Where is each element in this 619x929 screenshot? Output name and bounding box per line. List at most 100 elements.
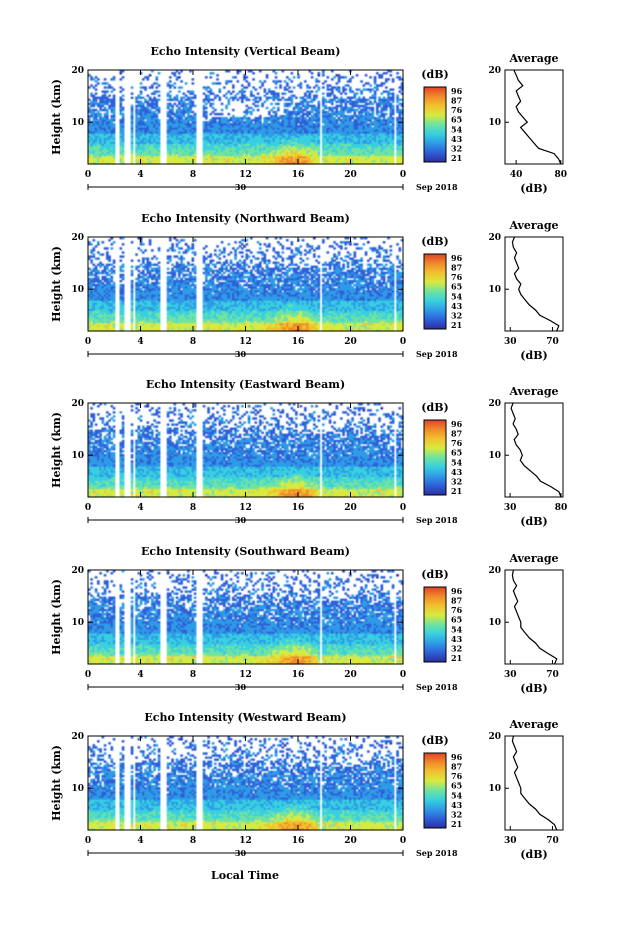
heatmap-cell bbox=[398, 145, 402, 149]
heatmap-cell bbox=[99, 159, 102, 163]
heatmap-cell bbox=[139, 318, 143, 322]
colorbar-tick-label: 21 bbox=[451, 153, 462, 163]
heatmap-cell bbox=[229, 143, 233, 147]
heatmap-cell bbox=[358, 139, 361, 142]
heatmap-cell bbox=[209, 76, 213, 79]
heatmap-cell bbox=[337, 133, 341, 136]
heatmap-cell bbox=[92, 249, 96, 252]
heatmap-cell bbox=[144, 76, 147, 79]
heatmap-cell bbox=[135, 96, 138, 100]
heatmap-cell bbox=[290, 100, 294, 104]
heatmap-cell bbox=[88, 137, 91, 140]
heatmap-cell bbox=[175, 159, 179, 163]
heatmap-cell bbox=[355, 119, 359, 122]
heatmap-cell bbox=[304, 139, 307, 142]
heatmap-cell bbox=[322, 157, 325, 161]
heatmap-cell bbox=[211, 102, 215, 106]
heatmap-cell bbox=[288, 112, 291, 116]
heatmap-cell bbox=[121, 149, 125, 153]
heatmap-cell bbox=[146, 133, 150, 136]
heatmap-cell bbox=[90, 114, 93, 118]
heatmap-cell bbox=[209, 92, 213, 95]
heatmap-cell bbox=[310, 121, 314, 124]
heatmap-cell bbox=[218, 137, 222, 140]
heatmap-cell bbox=[218, 159, 222, 163]
heatmap-cell bbox=[90, 316, 93, 320]
heatmap-cell bbox=[326, 127, 330, 130]
heatmap-cell bbox=[211, 110, 215, 114]
chart-title: Echo Intensity (Northward Beam) bbox=[141, 212, 350, 225]
heatmap-cell bbox=[151, 322, 154, 326]
heatmap-cell bbox=[187, 147, 190, 151]
heatmap-cell bbox=[389, 108, 393, 112]
heatmap-cell bbox=[234, 127, 237, 130]
heatmap-cell bbox=[106, 117, 109, 120]
heatmap-cell bbox=[175, 129, 179, 132]
heatmap-cell bbox=[182, 123, 186, 126]
heatmap-cell bbox=[387, 153, 390, 157]
heatmap-cell bbox=[385, 112, 388, 116]
heatmap-cell bbox=[157, 267, 161, 271]
heatmap-cell bbox=[272, 106, 276, 110]
heatmap-cell bbox=[387, 123, 390, 126]
heatmap-cell bbox=[137, 117, 141, 120]
heatmap-cell bbox=[346, 100, 350, 104]
heatmap-cell bbox=[337, 141, 341, 144]
heatmap-cell bbox=[373, 157, 377, 161]
heatmap-cell bbox=[112, 139, 116, 142]
heatmap-cell bbox=[261, 153, 264, 157]
heatmap-cell bbox=[373, 139, 377, 142]
heatmap-cell bbox=[247, 141, 251, 144]
heatmap-cell bbox=[94, 286, 98, 289]
heatmap-cell bbox=[376, 129, 379, 132]
heatmap-cell bbox=[340, 92, 343, 95]
heatmap-cell bbox=[247, 70, 251, 73]
heatmap-cell bbox=[180, 104, 183, 108]
heatmap-cell bbox=[97, 294, 100, 297]
heatmap-cell bbox=[322, 121, 325, 124]
heatmap-cell bbox=[88, 277, 91, 281]
heatmap-cell bbox=[108, 324, 111, 328]
heatmap-cell bbox=[376, 110, 379, 114]
heatmap-cell bbox=[97, 324, 100, 328]
heatmap-cell bbox=[313, 151, 316, 155]
heatmap-cell bbox=[108, 255, 111, 258]
heatmap-cell bbox=[333, 129, 336, 132]
heatmap-cell bbox=[317, 86, 321, 89]
heatmap-cell bbox=[398, 147, 402, 151]
heatmap-cell bbox=[130, 139, 134, 142]
heatmap-cell bbox=[315, 141, 318, 144]
heatmap-cell bbox=[254, 131, 258, 134]
heatmap-cell bbox=[225, 119, 228, 122]
heatmap-cell bbox=[202, 100, 206, 104]
heatmap-cell bbox=[281, 92, 285, 95]
heatmap-cell bbox=[106, 316, 109, 320]
heatmap-cell bbox=[380, 133, 384, 136]
heatmap-cell bbox=[326, 131, 330, 134]
heatmap-cell bbox=[169, 125, 172, 128]
heatmap-cell bbox=[209, 127, 213, 130]
heatmap-cell bbox=[119, 159, 123, 163]
heatmap-cell bbox=[274, 86, 278, 89]
heatmap-cell bbox=[358, 114, 361, 118]
heatmap-cell bbox=[288, 117, 291, 120]
heatmap-cell bbox=[259, 131, 262, 134]
heatmap-cell bbox=[247, 147, 251, 151]
heatmap-cell bbox=[148, 133, 152, 136]
heatmap-cell bbox=[234, 139, 237, 142]
heatmap-cell bbox=[137, 149, 141, 153]
heatmap-cell bbox=[155, 86, 159, 89]
heatmap-cell bbox=[272, 121, 276, 124]
heatmap-cell bbox=[171, 151, 174, 155]
heatmap-cell bbox=[166, 121, 170, 124]
heatmap-cell bbox=[103, 292, 107, 295]
heatmap-cell bbox=[216, 125, 219, 128]
heatmap-cell bbox=[353, 135, 357, 138]
heatmap-cell bbox=[360, 127, 363, 130]
heatmap-cell bbox=[205, 112, 208, 116]
heatmap-cell bbox=[121, 119, 125, 122]
heatmap-cell bbox=[265, 119, 269, 122]
heatmap-cell bbox=[391, 151, 395, 155]
heatmap-cell bbox=[400, 147, 404, 151]
heatmap-cell bbox=[112, 141, 116, 144]
